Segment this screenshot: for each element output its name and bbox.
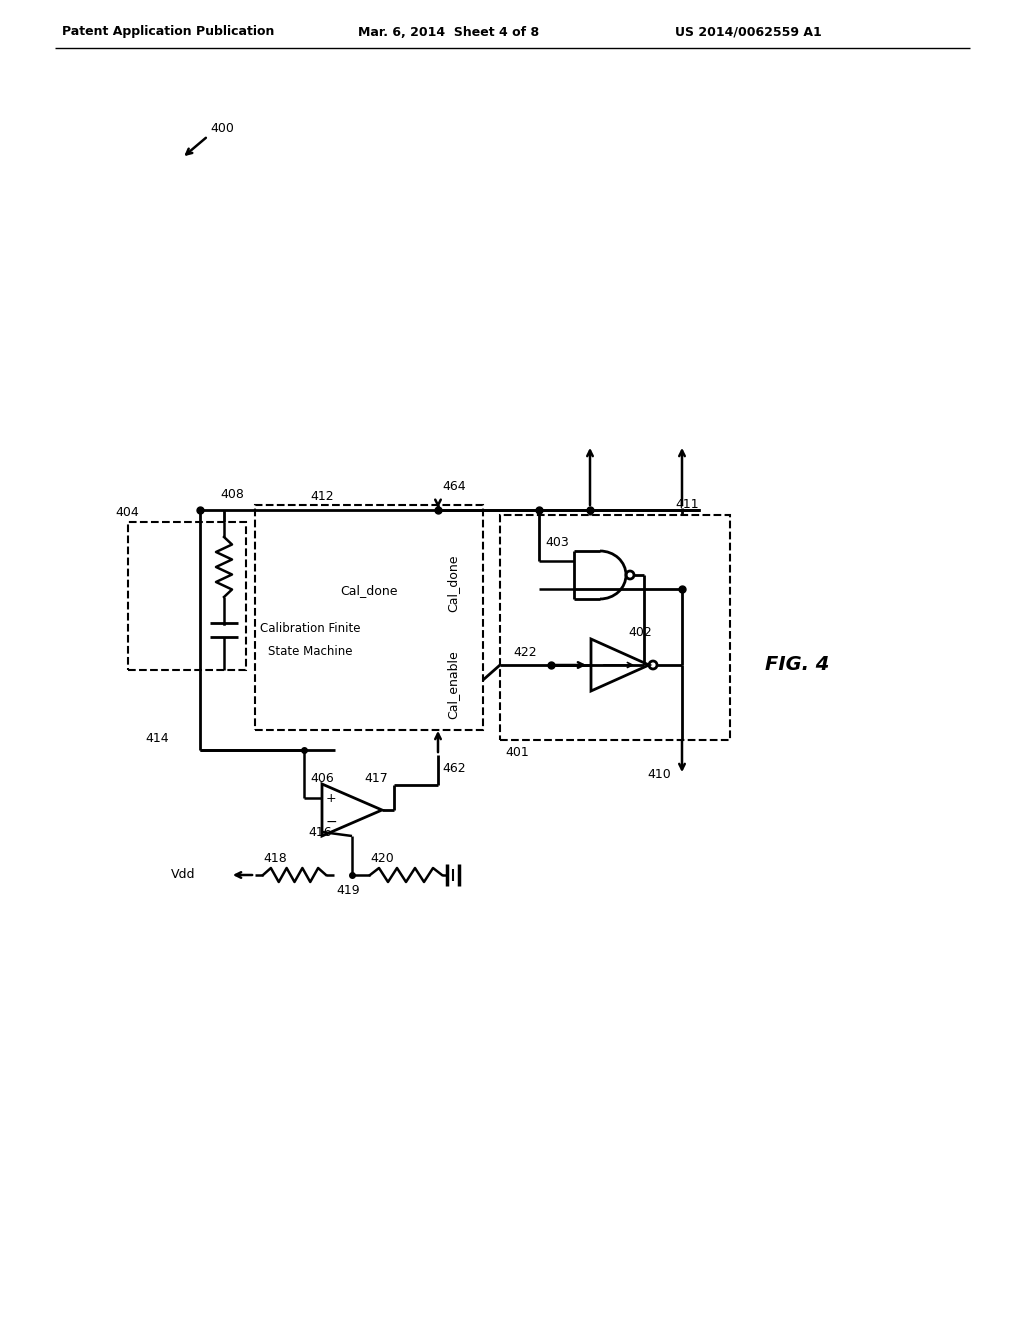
Text: 401: 401	[505, 746, 528, 759]
Text: 464: 464	[442, 480, 466, 494]
Text: 410: 410	[647, 768, 671, 781]
Text: 462: 462	[442, 762, 466, 775]
Text: 400: 400	[210, 121, 233, 135]
Text: 416: 416	[308, 825, 332, 838]
Text: 420: 420	[370, 853, 394, 866]
Text: 411: 411	[675, 499, 698, 511]
Text: Cal_done: Cal_done	[446, 554, 460, 612]
Text: Cal_enable: Cal_enable	[446, 651, 460, 719]
Bar	[255, 506, 483, 730]
Text: 417: 417	[364, 771, 388, 784]
Text: Vdd: Vdd	[171, 867, 195, 880]
Text: 422: 422	[513, 647, 537, 660]
Text: 414: 414	[145, 731, 169, 744]
Text: +: +	[326, 792, 336, 804]
Text: 418: 418	[263, 853, 287, 866]
Bar	[500, 515, 730, 741]
Text: Cal_done: Cal_done	[340, 583, 397, 597]
Text: Calibration Finite: Calibration Finite	[260, 622, 360, 635]
Text: 408: 408	[220, 488, 244, 502]
Text: US 2014/0062559 A1: US 2014/0062559 A1	[675, 25, 821, 38]
Text: Mar. 6, 2014  Sheet 4 of 8: Mar. 6, 2014 Sheet 4 of 8	[358, 25, 539, 38]
Text: 406: 406	[310, 771, 334, 784]
Text: Patent Application Publication: Patent Application Publication	[62, 25, 274, 38]
Text: 412: 412	[310, 490, 334, 503]
Text: 403: 403	[545, 536, 568, 549]
Text: 419: 419	[336, 884, 359, 898]
Text: 402: 402	[628, 627, 651, 639]
Text: FIG. 4: FIG. 4	[765, 656, 829, 675]
Bar	[128, 521, 246, 671]
Text: −: −	[326, 814, 337, 829]
Text: 404: 404	[115, 506, 138, 519]
Text: State Machine: State Machine	[267, 644, 352, 657]
